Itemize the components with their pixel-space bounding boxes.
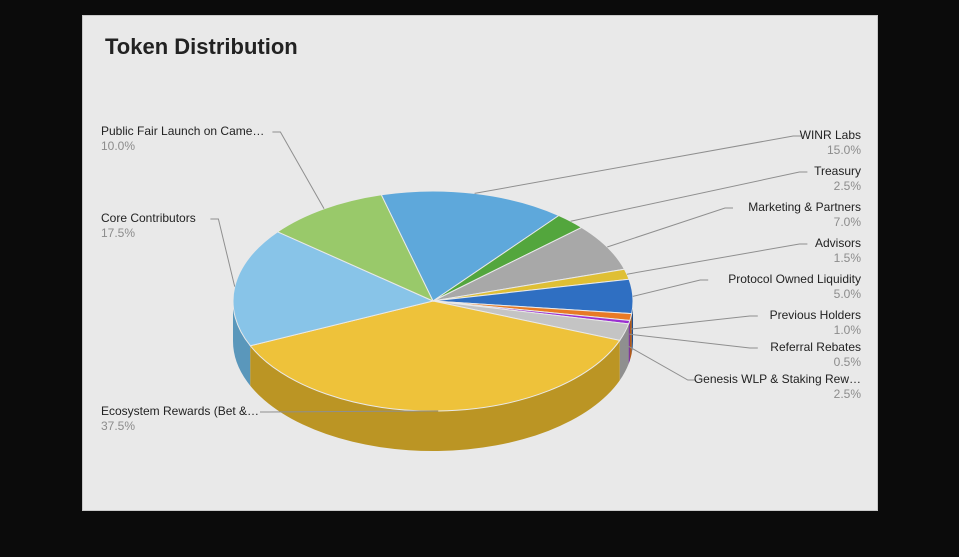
leader-line: [625, 344, 696, 380]
pie-label: Treasury2.5%: [814, 164, 861, 194]
leader-line: [210, 219, 234, 287]
leader-line: [629, 334, 758, 348]
pie-label-pct: 2.5%: [694, 387, 861, 402]
pie-label-pct: 10.0%: [101, 139, 264, 154]
pie-label-name: Public Fair Launch on Came…: [101, 124, 264, 139]
pie-label: Ecosystem Rewards (Bet &…37.5%: [101, 404, 259, 434]
leader-line: [633, 280, 708, 296]
pie-label-name: Advisors: [815, 236, 861, 251]
leader-line: [475, 136, 802, 193]
leader-line: [272, 132, 324, 209]
pie-label-pct: 15.0%: [800, 143, 861, 158]
leader-line: [607, 208, 733, 247]
pie-label-name: WINR Labs: [800, 128, 861, 143]
pie-label: Core Contributors17.5%: [101, 211, 196, 241]
pie-label-name: Genesis WLP & Staking Rew…: [694, 372, 861, 387]
pie-label-name: Ecosystem Rewards (Bet &…: [101, 404, 259, 419]
pie-label: Marketing & Partners7.0%: [748, 200, 861, 230]
pie-label: WINR Labs15.0%: [800, 128, 861, 158]
pie-label-pct: 1.5%: [815, 251, 861, 266]
pie-label-name: Protocol Owned Liquidity: [728, 272, 861, 287]
chart-panel: Token Distribution Public Fair Launch on…: [82, 15, 878, 511]
pie-label: Advisors1.5%: [815, 236, 861, 266]
pie-label-pct: 7.0%: [748, 215, 861, 230]
pie-label: Previous Holders1.0%: [770, 308, 861, 338]
pie-label-name: Core Contributors: [101, 211, 196, 226]
pie-label: Genesis WLP & Staking Rew…2.5%: [694, 372, 861, 402]
pie-label-pct: 1.0%: [770, 323, 861, 338]
pie-label-pct: 0.5%: [770, 355, 861, 370]
pie-label-name: Marketing & Partners: [748, 200, 861, 215]
pie-label: Protocol Owned Liquidity5.0%: [728, 272, 861, 302]
pie-side: [629, 320, 630, 363]
pie-label-pct: 37.5%: [101, 419, 259, 434]
pie-label-pct: 2.5%: [814, 179, 861, 194]
pie-label-name: Previous Holders: [770, 308, 861, 323]
leader-line: [631, 316, 758, 329]
pie-label-name: Referral Rebates: [770, 340, 861, 355]
pie-label: Public Fair Launch on Came…10.0%: [101, 124, 264, 154]
leader-line: [627, 244, 807, 274]
pie-label: Referral Rebates0.5%: [770, 340, 861, 370]
pie-chart: [83, 16, 877, 510]
pie-label-pct: 17.5%: [101, 226, 196, 241]
pie-label-pct: 5.0%: [728, 287, 861, 302]
pie-label-name: Treasury: [814, 164, 861, 179]
